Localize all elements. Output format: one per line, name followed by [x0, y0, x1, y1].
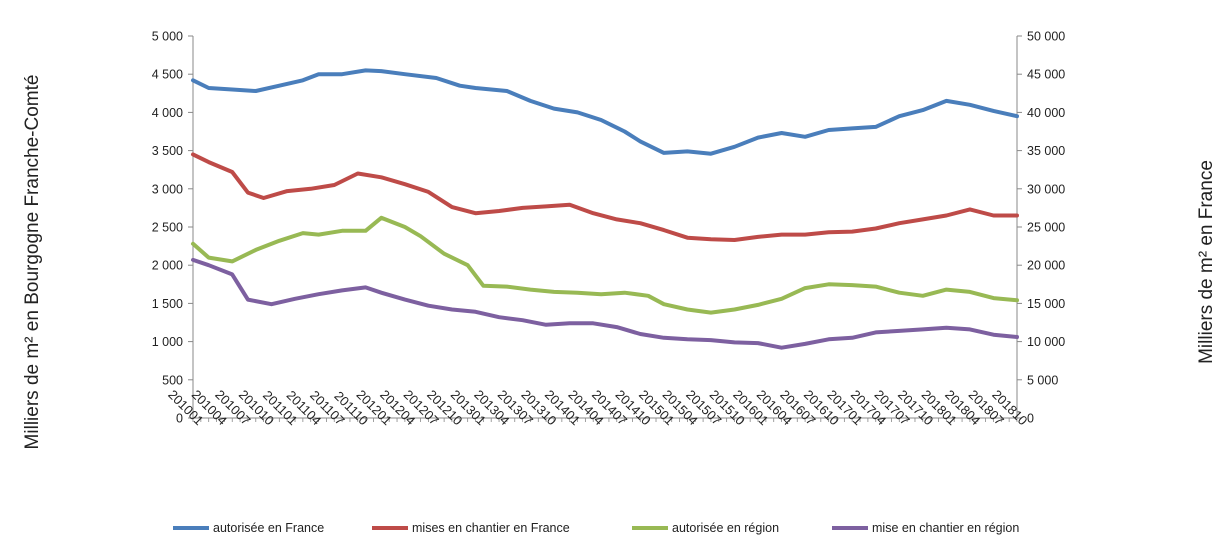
right-tick-label: 50 000 [1027, 30, 1065, 44]
left-y-axis-label: Milliers de m² en Bourgogne Franche-Comt… [22, 75, 43, 450]
left-tick-label: 1 000 [152, 335, 183, 349]
left-tick-label: 3 000 [152, 182, 183, 196]
right-tick-label: 5 000 [1027, 373, 1058, 387]
legend-label-3: mise en chantier en région [872, 521, 1019, 535]
right-y-axis: 0 5 000 10 000 15 000 20 000 25 000 30 000 35 0… [1016, 30, 1065, 426]
right-tick-label: 15 000 [1027, 297, 1065, 311]
right-tick-label: 35 000 [1027, 144, 1065, 158]
right-tick-label: 40 000 [1027, 106, 1065, 120]
legend-label-1: mises en chantier en France [412, 521, 570, 535]
series-line-2 [191, 215, 1019, 315]
left-tick-label: 4 500 [152, 68, 183, 82]
left-y-axis: 0 500 1 000 1 500 2 000 2 500 3 000 3 500 4 000 4… [152, 30, 194, 426]
left-tick-label: 4 000 [152, 106, 183, 120]
left-tick-label: 2 000 [152, 259, 183, 273]
x-axis: 2010012010042010072010102011012011042011… [165, 387, 1030, 428]
right-tick-label: 30 000 [1027, 182, 1065, 196]
legend-label-0: autorisée en France [213, 521, 324, 535]
right-tick-label: 45 000 [1027, 68, 1065, 82]
left-tick-label: 2 500 [152, 221, 183, 235]
series-line-0 [191, 68, 1019, 156]
series-line-3 [191, 257, 1019, 350]
left-tick-label: 500 [162, 373, 183, 387]
series-line-1 [191, 152, 1019, 242]
left-tick-label: 1 500 [152, 297, 183, 311]
left-tick-label: 0 [176, 412, 183, 426]
right-y-axis-label: Milliers de m² en France [1196, 160, 1217, 364]
left-tick-label: 3 500 [152, 144, 183, 158]
legend: autorisée en France mises en chantier en … [173, 521, 1019, 535]
series-layer [191, 68, 1019, 350]
right-tick-label: 10 000 [1027, 335, 1065, 349]
right-tick-label: 25 000 [1027, 221, 1065, 235]
legend-label-2: autorisée en région [672, 521, 779, 535]
left-tick-label: 5 000 [152, 30, 183, 44]
right-tick-label: 20 000 [1027, 259, 1065, 273]
right-tick-label: 0 [1027, 412, 1034, 426]
